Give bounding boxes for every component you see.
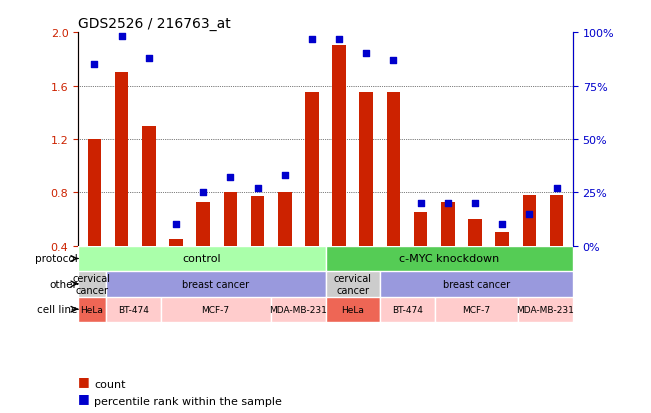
Point [334,36,344,43]
Point [470,200,480,207]
FancyBboxPatch shape [78,271,105,297]
Bar [305,93,319,299]
Point [225,175,236,181]
FancyBboxPatch shape [105,297,161,322]
Bar [223,193,237,299]
Bar [441,202,454,299]
Point [388,57,398,64]
Text: ■: ■ [78,391,90,404]
Point [307,36,317,43]
Bar [359,93,373,299]
Text: MCF-7: MCF-7 [463,305,491,314]
Bar [251,197,264,299]
Bar [550,196,563,299]
Point [171,222,181,228]
FancyBboxPatch shape [326,246,573,271]
Bar [495,233,509,299]
Text: MCF-7: MCF-7 [202,305,230,314]
Text: cell line: cell line [37,304,77,314]
FancyBboxPatch shape [326,271,380,297]
FancyBboxPatch shape [271,297,326,322]
Text: BT-474: BT-474 [393,305,423,314]
FancyBboxPatch shape [78,246,326,271]
FancyBboxPatch shape [518,297,573,322]
Text: breast cancer: breast cancer [443,279,510,289]
Point [253,185,263,192]
Text: MDA-MB-231: MDA-MB-231 [269,305,327,314]
Point [497,222,507,228]
Point [89,62,100,68]
Bar [468,220,482,299]
Bar [278,193,292,299]
Text: BT-474: BT-474 [118,305,148,314]
Point [144,55,154,62]
Bar [332,46,346,299]
Text: HeLa: HeLa [81,305,104,314]
Text: c-MYC knockdown: c-MYC knockdown [399,254,499,264]
Text: protocol: protocol [35,254,77,264]
Bar [197,202,210,299]
Bar [414,213,428,299]
Text: MDA-MB-231: MDA-MB-231 [516,305,574,314]
FancyBboxPatch shape [380,297,436,322]
Text: cervical
cancer: cervical cancer [334,273,372,295]
Bar [387,93,400,299]
Text: breast cancer: breast cancer [182,279,249,289]
Text: other: other [49,279,77,289]
Text: GDS2526 / 216763_at: GDS2526 / 216763_at [78,17,231,31]
Text: ■: ■ [78,374,90,387]
Point [524,211,534,218]
Point [279,173,290,179]
Point [198,190,208,196]
Point [443,200,453,207]
Point [415,200,426,207]
Text: HeLa: HeLa [342,305,365,314]
FancyBboxPatch shape [161,297,271,322]
Bar [169,240,183,299]
Text: control: control [182,254,221,264]
Text: count: count [94,379,126,389]
Text: cervical
cancer: cervical cancer [73,273,111,295]
Bar [88,140,101,299]
Bar [142,126,156,299]
FancyBboxPatch shape [436,297,518,322]
Bar [115,73,128,299]
FancyBboxPatch shape [105,271,326,297]
Point [117,34,127,40]
Point [361,51,372,58]
Bar [523,196,536,299]
FancyBboxPatch shape [78,297,105,322]
Text: percentile rank within the sample: percentile rank within the sample [94,396,283,406]
FancyBboxPatch shape [326,297,380,322]
Point [551,185,562,192]
FancyBboxPatch shape [380,271,573,297]
